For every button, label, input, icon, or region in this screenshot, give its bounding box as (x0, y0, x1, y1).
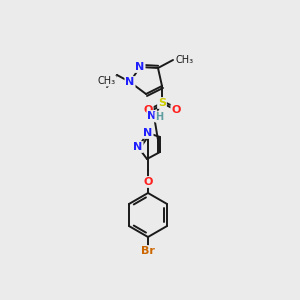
Text: S: S (158, 98, 166, 108)
Text: CH₃: CH₃ (176, 55, 194, 65)
Text: N: N (135, 62, 145, 72)
Text: O: O (171, 105, 181, 115)
Text: CH₃: CH₃ (98, 76, 116, 86)
Text: Br: Br (141, 246, 155, 256)
Text: O: O (143, 177, 153, 187)
Text: N: N (125, 77, 135, 87)
Text: N: N (134, 142, 142, 152)
Text: O: O (143, 105, 153, 115)
Text: N: N (143, 128, 153, 138)
Text: H: H (155, 112, 163, 122)
Text: N: N (147, 111, 157, 121)
